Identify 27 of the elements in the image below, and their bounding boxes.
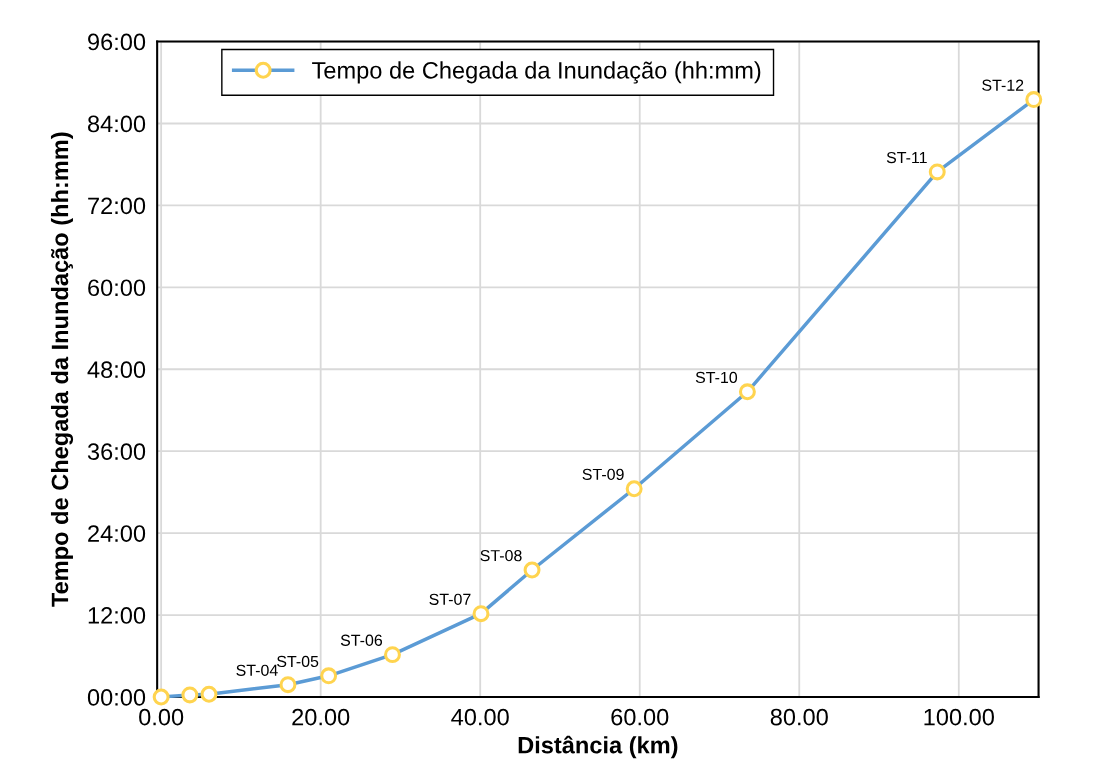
- annotation: ST-07: [429, 593, 471, 605]
- y-tick-label: 48:00: [87, 361, 146, 379]
- annotation: ST-08: [480, 549, 522, 562]
- x-tick-label: 80.00: [770, 708, 828, 726]
- y-tick-label: 96:00: [88, 33, 146, 51]
- x-tick-label: 0.00: [139, 708, 184, 726]
- legend-label: Tempo de Chegada da Inundação (hh:mm): [312, 61, 761, 84]
- y-tick-label: 36:00: [87, 443, 146, 460]
- y-tick-label: 00:00: [87, 689, 146, 706]
- annotation: ST-05: [277, 655, 319, 668]
- y-tick-label: 24:00: [88, 525, 146, 542]
- x-axis-title: Distância (km): [518, 735, 678, 759]
- x-tick-label: 60.00: [611, 708, 669, 726]
- annotation: ST-10: [695, 371, 738, 384]
- annotation: ST-12: [982, 79, 1024, 91]
- x-tick-label: 20.00: [292, 708, 350, 726]
- x-tick-label: 100.00: [924, 708, 994, 726]
- y-tick-label: 60:00: [88, 279, 146, 297]
- annotation: ST-09: [582, 468, 624, 481]
- annotation: ST-11: [886, 151, 927, 164]
- y-tick-label: 72:00: [88, 197, 146, 215]
- y-tick-label: 12:00: [88, 607, 146, 624]
- x-tick-label: 40.00: [451, 708, 509, 726]
- annotation: ST-04: [236, 664, 278, 676]
- annotation: ST-06: [340, 634, 383, 646]
- y-tick-label: 84:00: [87, 115, 146, 133]
- y-axis-title: Tempo de Chegada da Inundação (hh:mm): [50, 132, 74, 607]
